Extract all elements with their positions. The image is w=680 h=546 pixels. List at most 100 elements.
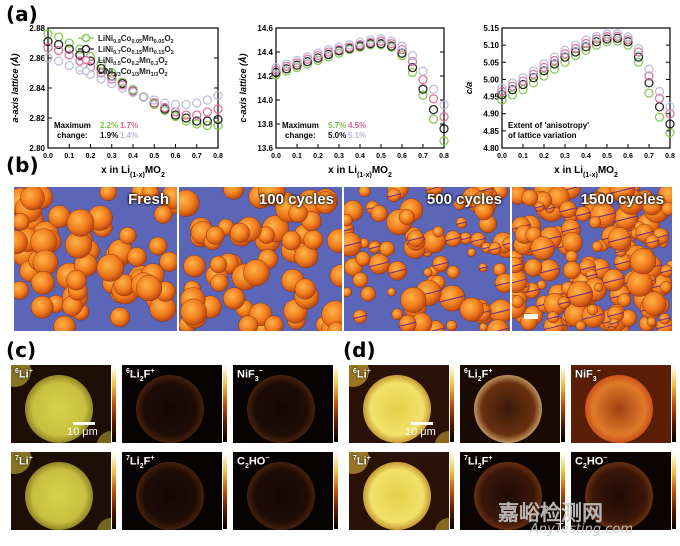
sem-particle: [53, 315, 76, 331]
ms-particle: [363, 462, 431, 530]
panel-label-a: (a): [6, 2, 38, 26]
ms-ion-label: 6Li+: [353, 368, 371, 381]
sem-particle: [479, 322, 488, 331]
ms-image-tile: 7Li2F+: [122, 452, 230, 530]
sem-particle: [161, 187, 177, 210]
sem-crack: [353, 314, 367, 320]
data-point: [302, 52, 313, 62]
ms-ion-label: C2HO−: [237, 455, 270, 470]
ms-colorbar: [223, 453, 227, 529]
sem-crack: [534, 205, 545, 209]
x-tick-label: 0.3: [560, 153, 570, 160]
data-point: [323, 49, 334, 60]
data-point: [334, 48, 344, 58]
data-point: [560, 52, 570, 62]
y-axis-label: c/a: [464, 82, 474, 95]
ms-colorbar: [450, 453, 454, 529]
annotation-value: 5.1%: [348, 131, 366, 140]
data-point: [439, 124, 449, 134]
x-axis-label: x in Li(1-x)MO2: [328, 165, 392, 178]
data-point: [528, 66, 539, 76]
data-point: [428, 94, 439, 104]
sem-crack: [575, 211, 591, 217]
data-point: [181, 113, 191, 123]
ms-ion-label: 7Li2F+: [126, 455, 155, 470]
data-point: [418, 66, 428, 76]
panel-label-b: (b): [6, 153, 39, 177]
data-point: [213, 90, 223, 101]
sem-particle: [486, 319, 509, 331]
data-point: [581, 42, 591, 52]
ms-neighbor-particle: [11, 452, 31, 474]
data-point: [64, 60, 74, 71]
sem-crack: [660, 269, 672, 274]
sem-particle: [474, 200, 494, 221]
annotation-line1-lower: Extent of 'anisotropy': [508, 121, 589, 130]
sem-particle: [31, 271, 55, 295]
data-point: [570, 43, 581, 54]
sem-crack: [602, 277, 625, 284]
ms-image-tile: C2HO−: [571, 452, 679, 530]
panel-label-c: (c): [6, 338, 37, 362]
y-axis-label: c-axis lattice (Å): [238, 53, 248, 122]
data-point: [518, 73, 528, 83]
sem-particle: [646, 316, 657, 327]
sem-particle: [512, 295, 524, 309]
sem-particle: [258, 187, 286, 206]
x-tick-label: 0.6: [397, 153, 407, 160]
sem-crack: [538, 267, 560, 274]
data-point: [397, 41, 407, 51]
data-point: [591, 31, 602, 42]
data-point: [107, 78, 117, 89]
data-point: [602, 34, 612, 44]
x-tick-label: 0.2: [313, 153, 323, 160]
ms-colorbar: [223, 366, 227, 442]
sem-particle: [524, 258, 543, 277]
sem-crack: [614, 215, 638, 223]
data-point: [96, 63, 106, 74]
ms-scalebar-label: 10 μm: [405, 426, 436, 438]
sem-particle: [222, 287, 246, 310]
sem-particle: [536, 280, 547, 290]
y-tick-label: 2.82: [29, 114, 45, 123]
sem-particle: [230, 222, 250, 243]
data-point: [428, 84, 439, 94]
sem-particle: [20, 187, 45, 211]
data-point: [549, 55, 560, 66]
sem-particle: [119, 227, 137, 245]
sem-particle: [327, 228, 342, 253]
ms-colorbar: [561, 366, 565, 442]
data-point: [75, 50, 85, 60]
data-point: [181, 99, 191, 110]
data-point: [612, 29, 623, 39]
sem-crack: [614, 260, 632, 266]
sem-particle: [66, 209, 95, 237]
ms-image-tile: 6Li+: [349, 365, 457, 443]
ms-neighbor-particle: [11, 365, 31, 387]
x-tick-label: 0.4: [355, 153, 365, 160]
x-tick-label: 0.4: [581, 153, 591, 160]
data-point: [313, 48, 323, 58]
sem-particle: [593, 282, 604, 292]
sem-particle: [360, 286, 376, 302]
legend-entry-text: LiNi0.7Co0.15Mn0.15O2: [98, 45, 174, 56]
data-point: [292, 55, 302, 66]
ms-particle: [136, 375, 204, 443]
data-point: [344, 40, 355, 50]
sem-image-fresh: Fresh: [14, 187, 177, 331]
sem-particle: [180, 298, 207, 326]
ms-scalebar-label: 10 μm: [67, 426, 98, 438]
legend-entry-text: LiNi0.9Co0.05Mn0.05O2: [98, 34, 174, 45]
sem-particle: [210, 273, 229, 292]
series-0: [497, 36, 675, 138]
sem-image-100-cycles: 100 cycles: [179, 187, 342, 331]
data-point: [192, 98, 202, 108]
data-point: [313, 55, 323, 66]
ms-image-tile: NiF3−: [233, 365, 341, 443]
x-axis-label: x in Li(1-x)MO2: [554, 165, 618, 178]
data-point: [64, 38, 74, 48]
sem-crack: [470, 237, 486, 243]
data-point: [507, 85, 518, 95]
data-point: [202, 120, 213, 131]
